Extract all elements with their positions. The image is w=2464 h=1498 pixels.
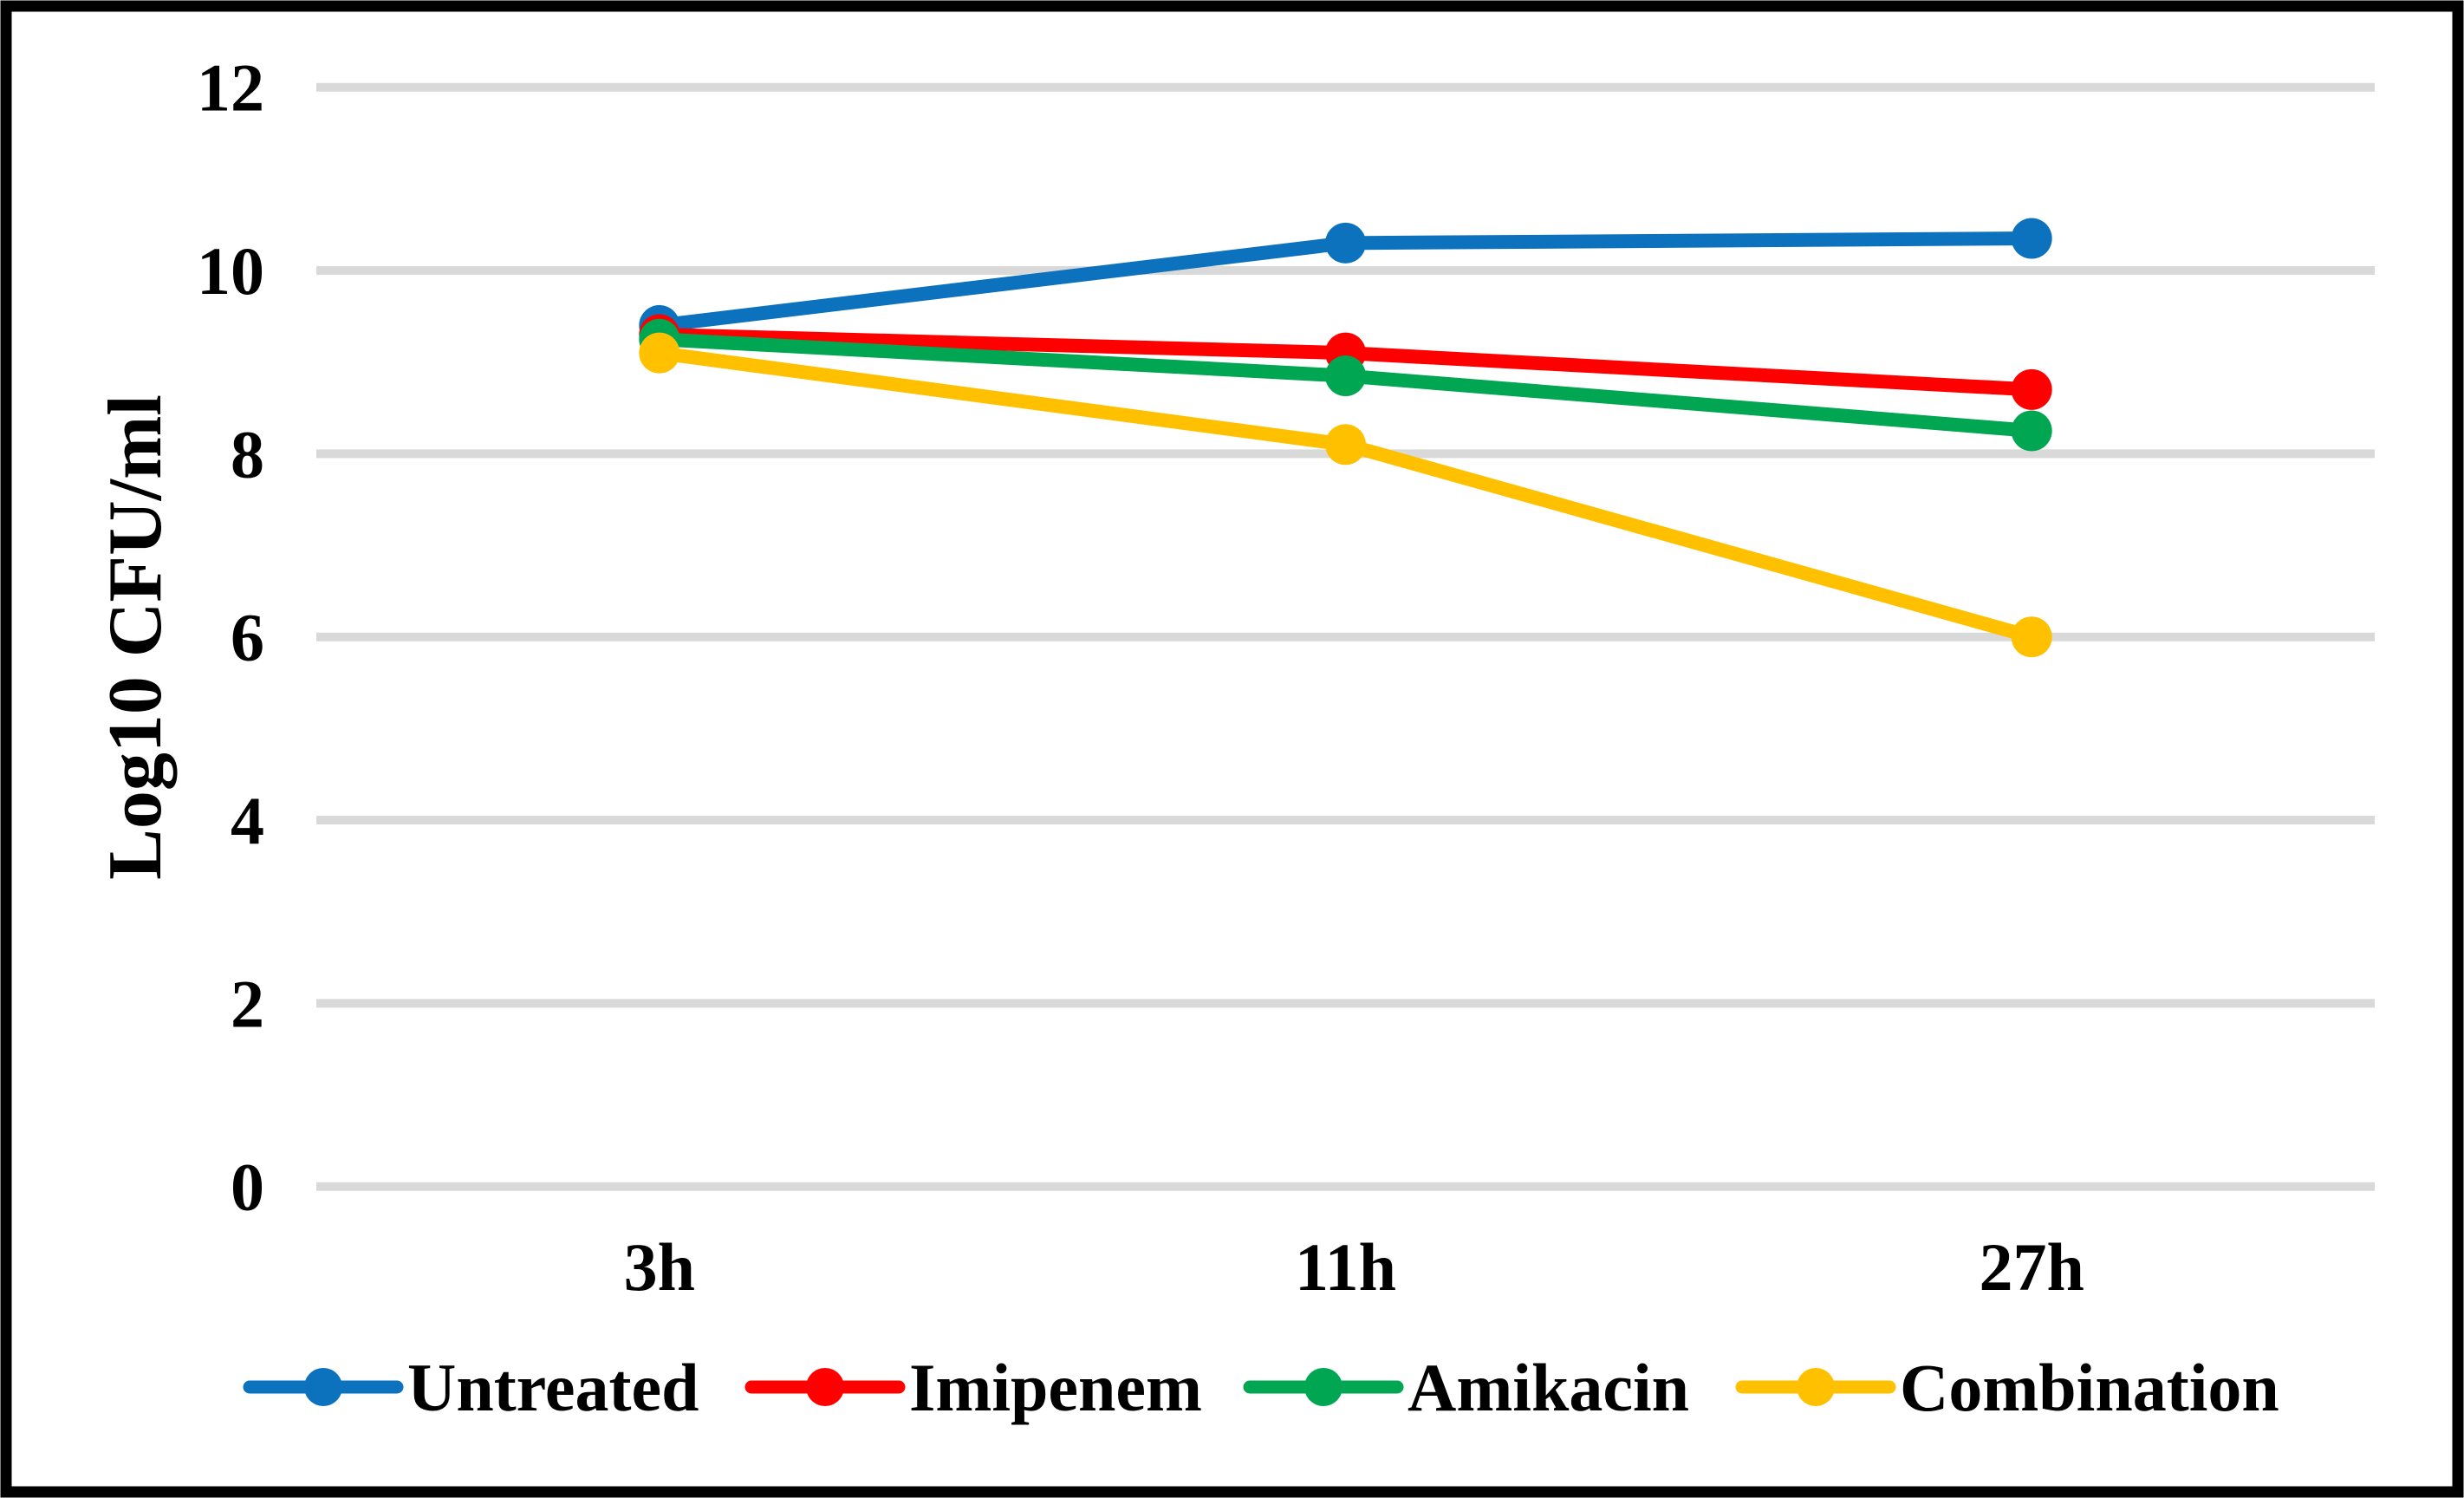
legend-label: Untreated <box>407 1350 699 1425</box>
data-point-marker <box>1325 424 1366 466</box>
legend-swatch-marker <box>1797 1368 1835 1406</box>
y-tick-label: 10 <box>197 233 264 309</box>
legend-item-combination: Combination <box>1735 1350 2279 1425</box>
x-category-label: 27h <box>1979 1229 2084 1305</box>
legend-item-untreated: Untreated <box>243 1350 699 1425</box>
series-untreated <box>639 218 2052 346</box>
x-category-label: 11h <box>1295 1229 1396 1305</box>
x-category-label: 3h <box>624 1229 695 1305</box>
data-point-marker <box>639 332 680 374</box>
x-axis-category-labels: 3h 11h 27h <box>624 1229 2084 1305</box>
y-tick-label: 4 <box>231 783 264 858</box>
y-tick-label: 2 <box>231 966 264 1041</box>
y-axis-title: Log10 CFU/ml <box>94 394 178 880</box>
legend-label: Amikacin <box>1408 1350 1689 1425</box>
data-point-marker <box>2011 410 2052 452</box>
y-tick-label: 12 <box>197 50 264 126</box>
y-tick-label: 6 <box>231 600 264 675</box>
legend-item-amikacin: Amikacin <box>1243 1350 1689 1425</box>
data-point-marker <box>1325 222 1366 264</box>
data-point-marker <box>1325 355 1366 397</box>
y-axis-tick-labels: 0 2 4 6 8 10 12 <box>197 50 264 1225</box>
legend-swatch-marker <box>806 1368 844 1406</box>
y-tick-label: 8 <box>231 416 264 492</box>
y-tick-label: 0 <box>231 1150 264 1225</box>
legend-label: Imipenem <box>909 1350 1202 1425</box>
data-point-marker <box>2011 368 2052 410</box>
legend-label: Combination <box>1900 1350 2279 1425</box>
series-combination <box>639 332 2052 658</box>
data-series <box>639 218 2052 658</box>
data-point-marker <box>2011 218 2052 259</box>
data-point-marker <box>2011 616 2052 658</box>
legend-swatch-marker <box>1304 1368 1343 1406</box>
legend-item-imipenem: Imipenem <box>744 1350 1202 1425</box>
legend-swatch-marker <box>304 1368 342 1406</box>
legend: Untreated Imipenem Amikacin Combination <box>243 1350 2279 1425</box>
